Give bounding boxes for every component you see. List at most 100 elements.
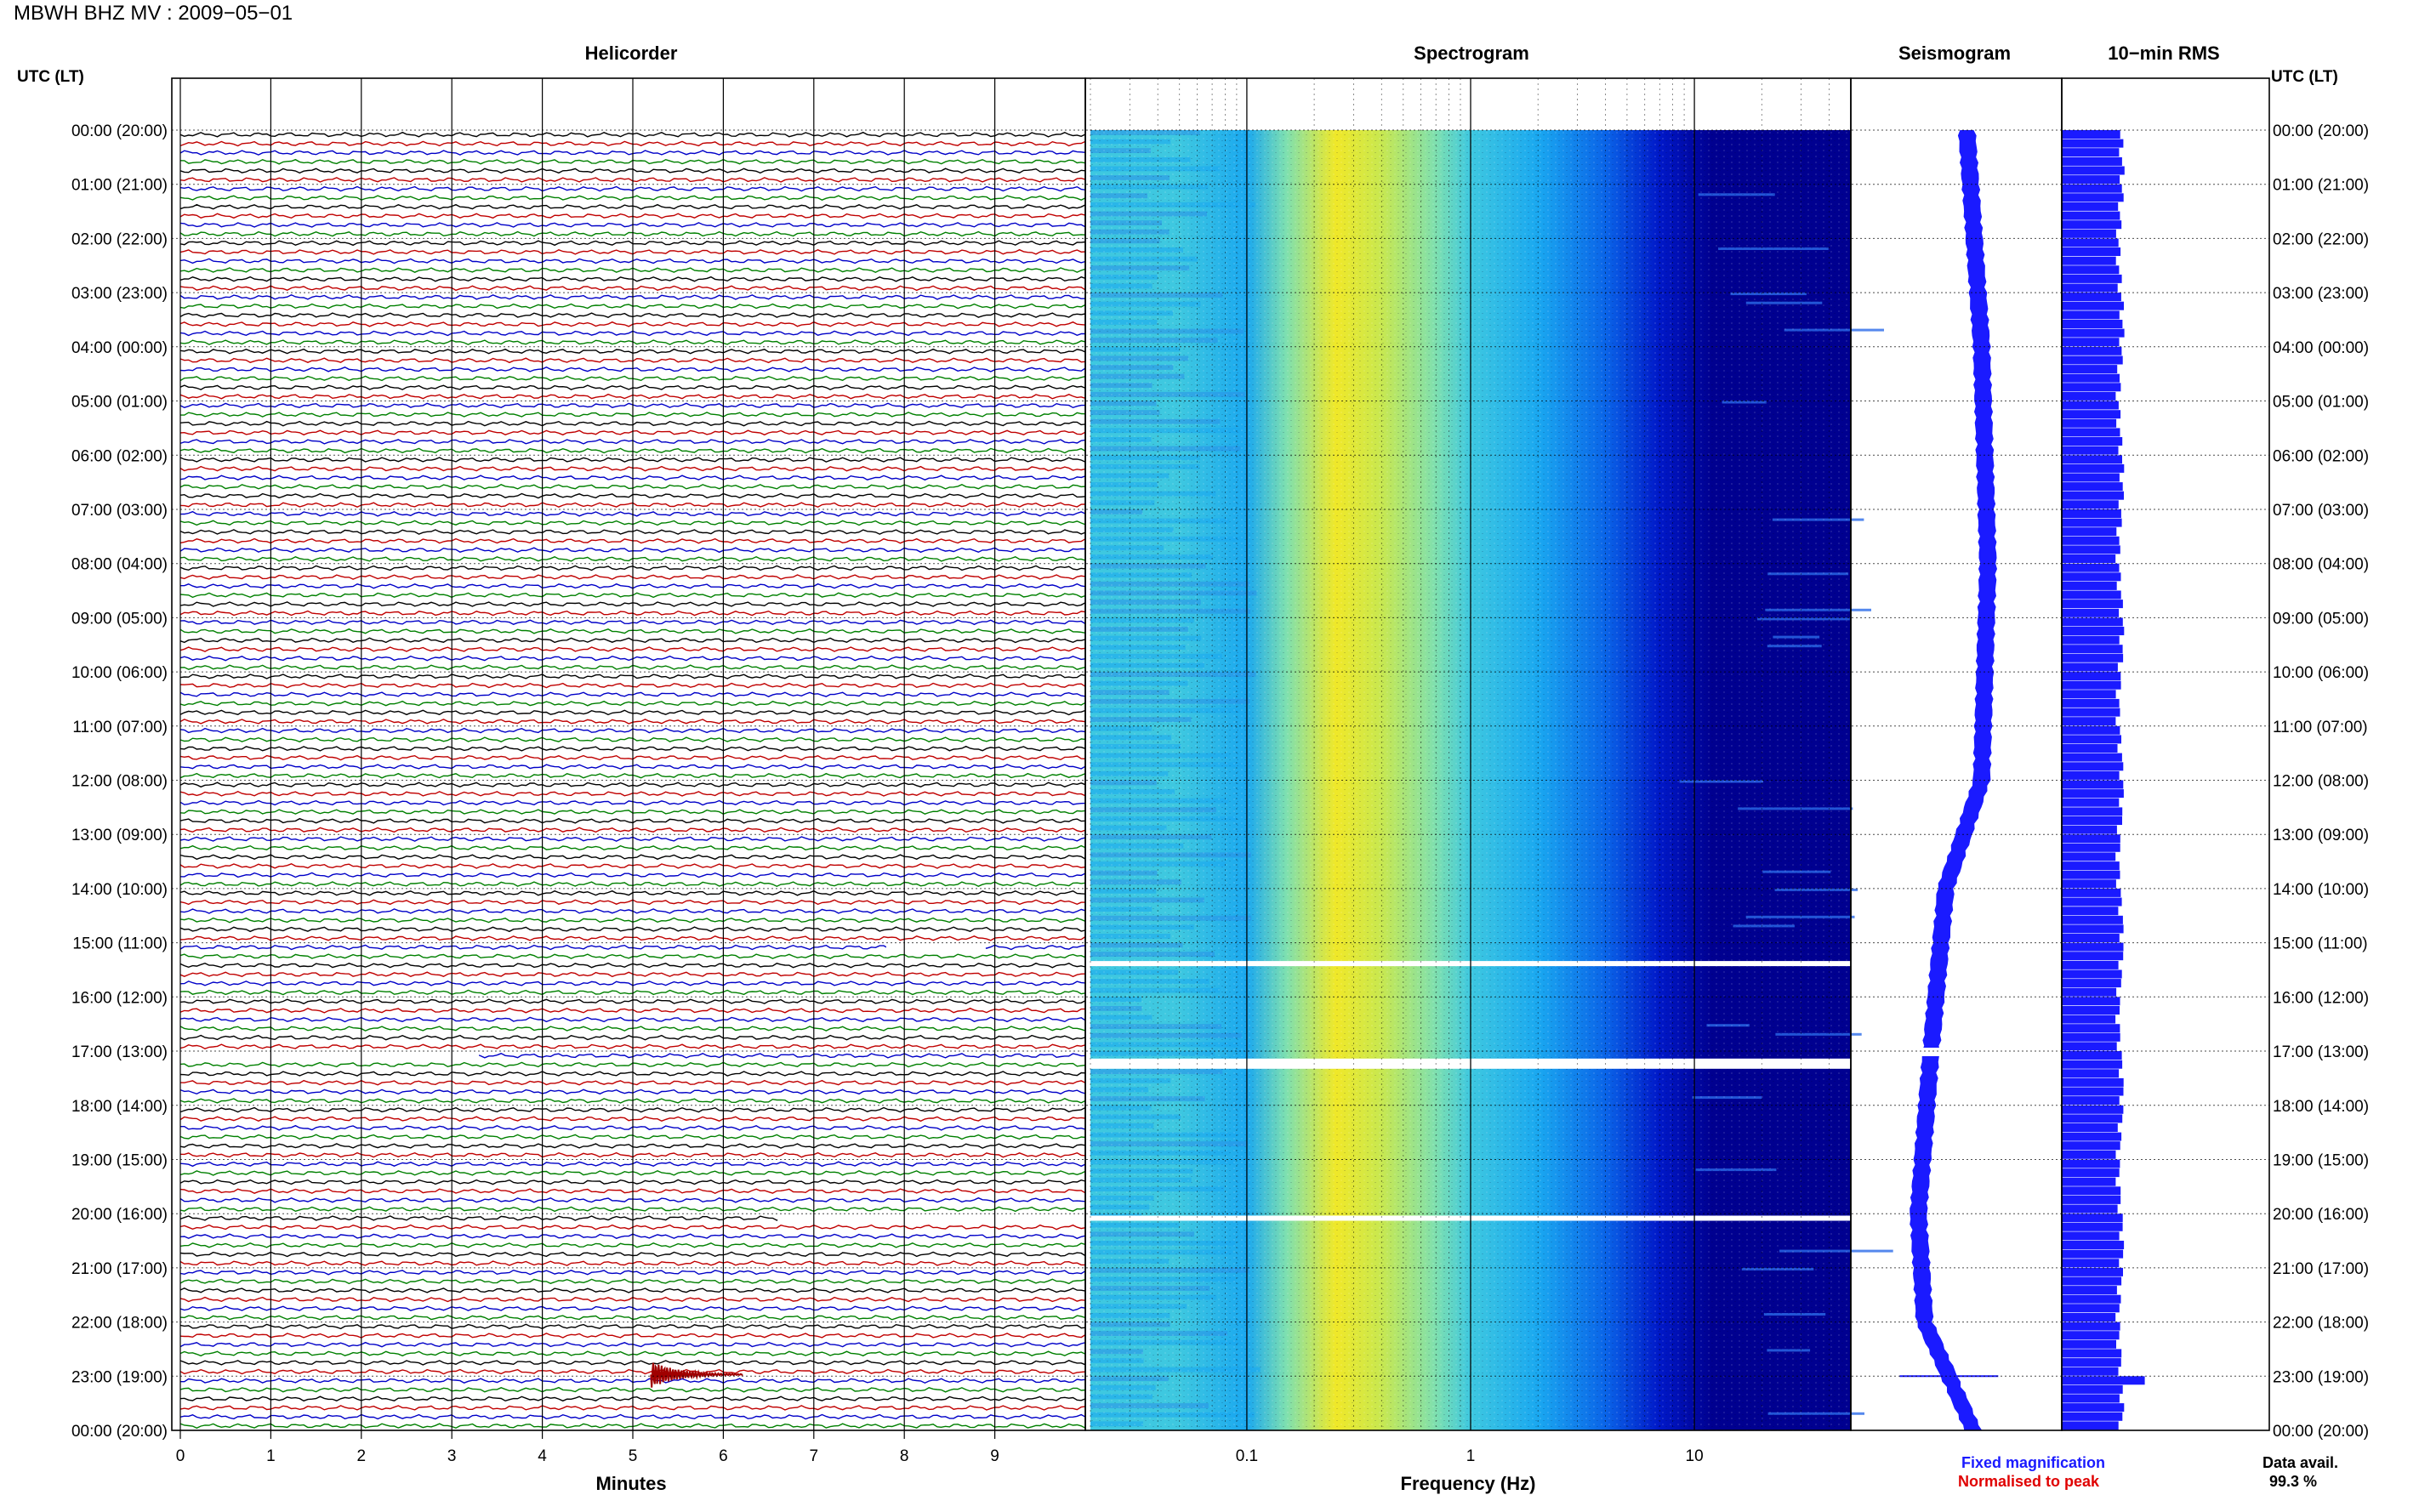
rms-bar [2062, 1231, 2120, 1241]
rms-bar [2062, 843, 2120, 852]
left-time-tick: 20:00 (16:00) [71, 1206, 168, 1224]
rms-bar [2062, 373, 2120, 383]
rms-bar [2062, 1123, 2118, 1132]
rms-bar [2062, 960, 2119, 969]
rms-bar [2062, 942, 2124, 952]
rms-bar [2062, 780, 2124, 789]
rms-bar [2062, 509, 2121, 518]
left-time-tick: 03:00 (23:00) [71, 285, 168, 303]
right-time-tick: 06:00 (02:00) [2273, 447, 2369, 465]
rms-bar [2062, 753, 2122, 762]
rms-frame [2061, 77, 2270, 1431]
left-time-tick: 21:00 (17:00) [71, 1260, 168, 1278]
rms-bar [2062, 238, 2119, 247]
legend-fixed-magnification: Fixed magnification [1961, 1454, 2106, 1471]
rms-bar [2062, 1249, 2124, 1259]
rms-bar [2062, 798, 2120, 807]
seismogram-gap [1851, 1048, 2062, 1056]
rms-bar [2062, 1159, 2120, 1168]
rms-bar [2062, 156, 2122, 166]
rms-bar [2062, 662, 2118, 672]
station-title: MBWH BHZ MV : 2009−05−01 [14, 2, 293, 25]
left-time-tick: 01:00 (21:00) [71, 177, 168, 195]
minute-tick-label: 0 [176, 1447, 185, 1465]
rms-bar [2062, 1358, 2121, 1367]
rms-bar [2062, 563, 2120, 572]
rms-bar [2062, 1403, 2125, 1413]
right-time-tick: 05:00 (01:00) [2273, 394, 2369, 412]
right-time-tick: 04:00 (00:00) [2273, 339, 2369, 357]
rms-bar [2062, 1222, 2123, 1231]
rms-bar [2062, 1421, 2119, 1430]
rms-bar [2062, 1339, 2116, 1349]
rms-bar [2062, 698, 2120, 708]
left-time-tick: 11:00 (07:00) [72, 719, 168, 736]
rms-bar [2062, 545, 2120, 554]
right-time-tick: 12:00 (08:00) [2273, 773, 2369, 791]
rms-bar [2062, 247, 2121, 256]
rms-bar [2062, 907, 2119, 916]
helicorder-data-gap [885, 943, 986, 951]
rms-bar [2062, 987, 2117, 997]
left-time-tick: 16:00 (12:00) [71, 989, 168, 1007]
helicorder-event-trace [650, 1362, 743, 1388]
right-time-tick: 21:00 (17:00) [2273, 1260, 2369, 1278]
left-time-tick: 05:00 (01:00) [71, 394, 168, 412]
right-time-tick: 20:00 (16:00) [2273, 1206, 2369, 1224]
seismogram-frame [1850, 77, 2063, 1431]
left-time-tick: 17:00 (13:00) [71, 1043, 168, 1061]
rms-bar [2062, 1015, 2116, 1024]
left-time-header: UTC (LT) [17, 68, 84, 86]
rms-bar [2062, 428, 2120, 437]
spectrogram-title: Spectrogram [1414, 43, 1529, 64]
helicorder-data-gap [180, 1052, 480, 1060]
right-time-tick: 11:00 (07:00) [2273, 719, 2368, 736]
rms-bar [2062, 1204, 2118, 1214]
left-time-tick: 23:00 (19:00) [71, 1368, 168, 1386]
left-time-tick: 00:00 (20:00) [71, 1423, 168, 1441]
minute-tick-label: 4 [538, 1447, 547, 1465]
rms-bar [2062, 1367, 2119, 1376]
rms-bar [2062, 1032, 2120, 1042]
rms-bar [2062, 1259, 2120, 1268]
rms-bar [2062, 346, 2122, 355]
rms-bar [2062, 166, 2125, 175]
rms-bar [2062, 1060, 2123, 1069]
rms-bar [2062, 1304, 2120, 1313]
rms-bar [2062, 455, 2122, 464]
right-time-tick: 00:00 (20:00) [2273, 1423, 2369, 1441]
rms-bar [2062, 1051, 2122, 1060]
left-time-tick: 04:00 (00:00) [71, 339, 168, 357]
rms-bar [2062, 915, 2123, 924]
right-time-tick: 09:00 (05:00) [2273, 610, 2369, 628]
left-time-tick: 12:00 (08:00) [71, 773, 168, 791]
left-time-tick: 02:00 (22:00) [71, 230, 168, 248]
rms-bar [2062, 1177, 2116, 1186]
rms-bar [2062, 735, 2121, 744]
rms-bar [2062, 1042, 2117, 1051]
right-time-tick: 08:00 (04:00) [2273, 556, 2369, 574]
rms-bar [2062, 274, 2122, 283]
minute-tick-label: 3 [447, 1447, 457, 1465]
rms-bar [2062, 527, 2117, 537]
rms-bar [2062, 897, 2122, 907]
right-time-tick: 18:00 (14:00) [2273, 1098, 2369, 1116]
minute-tick-label: 6 [719, 1447, 728, 1465]
rms-bar [2062, 879, 2116, 889]
rms-bar [2062, 410, 2121, 419]
minute-tick-label: 1 [266, 1447, 276, 1465]
rms-bar [2062, 130, 2120, 139]
helicorder-xlabel: Minutes [595, 1473, 667, 1494]
rms-bar [2062, 220, 2122, 230]
rms-bar [2062, 924, 2124, 934]
right-time-header: UTC (LT) [2271, 68, 2338, 86]
rms-bar [2062, 148, 2120, 157]
right-time-tick: 17:00 (13:00) [2273, 1043, 2369, 1061]
minute-tick-label: 5 [629, 1447, 638, 1465]
spectrogram-xlabel: Frequency (Hz) [1400, 1473, 1536, 1494]
rms-bar [2062, 202, 2119, 211]
right-time-tick: 02:00 (22:00) [2273, 230, 2369, 248]
rms-bar [2062, 265, 2120, 275]
rms-bar [2062, 807, 2123, 816]
